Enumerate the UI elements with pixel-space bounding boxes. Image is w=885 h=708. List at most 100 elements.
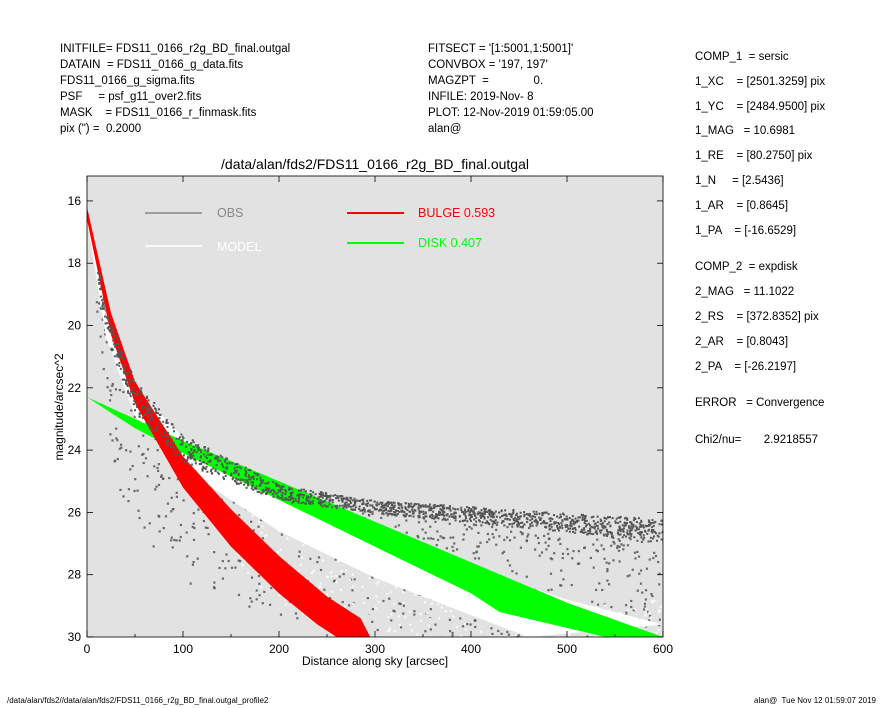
obs-point: [392, 501, 395, 504]
obs-point: [369, 499, 372, 502]
obs-point: [261, 537, 265, 540]
obs-point: [642, 526, 645, 529]
obs-point: [275, 492, 278, 495]
obs-point: [361, 509, 364, 512]
obs-point: [111, 384, 114, 387]
chart-title: /data/alan/fds2/FDS11_0166_r2g_BD_final.…: [221, 156, 529, 172]
obs-point: [329, 498, 332, 501]
obs-point: [629, 538, 632, 541]
obs-point: [112, 339, 115, 342]
obs-point: [181, 439, 184, 442]
obs-point: [466, 520, 469, 523]
obs-point: [173, 447, 176, 450]
obs-point: [160, 434, 163, 437]
obs-point: [642, 608, 646, 611]
obs-point: [205, 457, 208, 460]
obs-point: [562, 513, 565, 516]
obs-point: [617, 529, 620, 532]
obs-point: [281, 495, 284, 498]
obs-point: [319, 495, 322, 498]
obs-point: [648, 528, 651, 531]
obs-point: [127, 488, 130, 491]
obs-point: [534, 534, 537, 537]
obs-point: [484, 511, 487, 514]
x-tick-label: 400: [461, 642, 481, 656]
model-point: [375, 607, 378, 610]
obs-point: [100, 307, 103, 310]
obs-point: [422, 512, 425, 515]
obs-point: [156, 466, 159, 470]
obs-point: [341, 495, 344, 498]
obs-point: [166, 422, 169, 425]
obs-point: [572, 530, 575, 533]
obs-point: [656, 534, 659, 537]
obs-point: [110, 349, 113, 352]
obs-point: [558, 516, 561, 519]
obs-point: [230, 472, 233, 475]
obs-point: [617, 538, 620, 541]
obs-point: [173, 430, 176, 433]
obs-point: [653, 521, 656, 524]
obs-point: [561, 552, 565, 555]
obs-point: [550, 558, 554, 561]
obs-point: [454, 515, 457, 518]
obs-point: [106, 327, 109, 330]
obs-point: [569, 527, 572, 530]
obs-point: [506, 525, 509, 529]
model-point: [404, 616, 407, 619]
obs-point: [209, 460, 212, 463]
obs-point: [344, 497, 347, 500]
obs-point: [237, 559, 240, 562]
obs-point: [617, 521, 620, 524]
obs-point: [359, 509, 362, 512]
obs-point: [362, 502, 365, 505]
obs-point: [626, 531, 629, 534]
obs-point: [206, 470, 209, 473]
header-info-middle: FITSECT = '[1:5001,1:5001]' CONVBOX = '19…: [428, 41, 594, 137]
obs-point: [544, 526, 547, 529]
obs-point: [179, 443, 182, 446]
obs-point: [258, 490, 261, 493]
obs-point: [641, 591, 644, 594]
obs-point: [510, 516, 513, 519]
obs-point: [410, 502, 413, 505]
obs-point: [504, 509, 507, 512]
obs-point: [479, 516, 482, 519]
obs-point: [477, 531, 480, 535]
obs-point: [104, 333, 107, 336]
obs-point: [262, 479, 265, 482]
obs-point: [529, 525, 532, 528]
obs-point: [261, 481, 264, 484]
obs-point: [417, 503, 420, 506]
obs-point: [423, 505, 426, 508]
obs-point: [571, 518, 574, 521]
obs-point: [227, 559, 230, 563]
obs-point: [201, 469, 204, 472]
model-point: [657, 611, 660, 614]
obs-point: [610, 544, 613, 547]
y-tick-label: 24: [68, 443, 82, 457]
obs-point: [427, 537, 430, 540]
obs-point: [636, 550, 639, 554]
obs-point: [548, 537, 551, 540]
obs-point: [646, 610, 650, 614]
obs-point: [171, 546, 174, 549]
obs-point: [475, 550, 478, 553]
obs-point: [606, 523, 609, 526]
obs-point: [461, 625, 465, 628]
obs-point: [340, 498, 343, 501]
obs-point: [407, 502, 410, 505]
model-point: [263, 535, 266, 538]
obs-point: [477, 545, 480, 548]
obs-point: [592, 543, 595, 546]
obs-point: [258, 484, 261, 487]
obs-point: [309, 502, 312, 505]
obs-point: [570, 525, 573, 528]
obs-point: [102, 368, 105, 371]
obs-point: [166, 431, 169, 434]
obs-point: [489, 511, 492, 514]
obs-point: [640, 569, 643, 572]
obs-point: [542, 519, 545, 522]
obs-point: [109, 433, 112, 436]
obs-point: [449, 509, 452, 512]
